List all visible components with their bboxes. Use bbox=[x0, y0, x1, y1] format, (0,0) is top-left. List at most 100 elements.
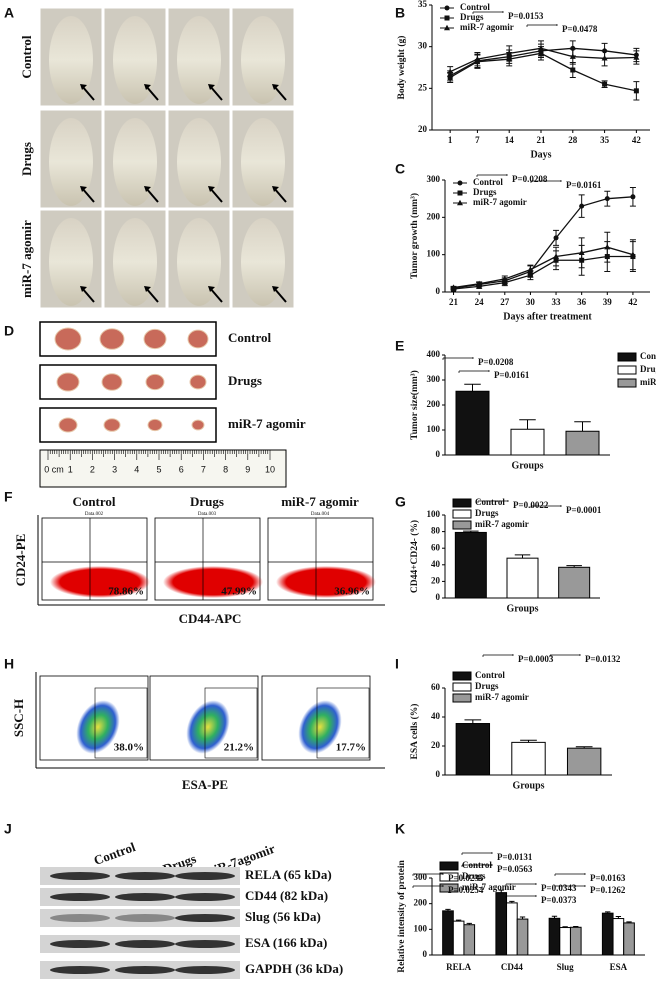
panel-letter: G bbox=[395, 494, 406, 510]
bar bbox=[452, 920, 465, 956]
arrow bbox=[209, 85, 223, 101]
x-tick-label: 33 bbox=[552, 297, 562, 307]
bracket bbox=[476, 174, 508, 177]
ruler-label: 1 bbox=[68, 464, 73, 474]
mouse-body bbox=[113, 118, 157, 206]
x-tick-label: 1 bbox=[448, 135, 453, 145]
row-label: Drugs bbox=[19, 142, 34, 176]
marker bbox=[579, 203, 585, 209]
p-value: P=0.0001 bbox=[566, 505, 602, 515]
blot-band bbox=[175, 966, 235, 974]
bracket bbox=[412, 873, 444, 876]
column-title: miR-7 agomir bbox=[281, 494, 359, 509]
p-value: P=0.0208 bbox=[512, 174, 548, 184]
error-bar bbox=[514, 554, 531, 559]
p-value: P=0.0235 bbox=[448, 873, 484, 883]
row-label: miR-7 agomir bbox=[228, 416, 306, 431]
arrow-head bbox=[144, 186, 151, 192]
mouse-body bbox=[241, 16, 285, 104]
marker bbox=[447, 68, 454, 74]
y-tick-label: 0 bbox=[436, 449, 441, 459]
arrow-head bbox=[272, 84, 279, 90]
tumor bbox=[191, 419, 205, 431]
mouse-body bbox=[177, 16, 221, 104]
y-tick-label: 100 bbox=[427, 509, 441, 519]
x-tick-label: 27 bbox=[500, 297, 510, 307]
row-label: Control bbox=[228, 330, 271, 345]
mouse-body bbox=[241, 218, 285, 306]
bracket bbox=[530, 180, 562, 183]
tumor bbox=[103, 418, 121, 432]
legend-swatch bbox=[452, 498, 472, 508]
y-tick-label: 40 bbox=[431, 559, 441, 569]
bracket bbox=[477, 500, 509, 503]
x-label: Groups bbox=[511, 460, 543, 471]
p-value: P=0.0343 bbox=[541, 883, 577, 893]
y-label: Tumor size(mm³) bbox=[409, 370, 420, 440]
ruler-label: 3 bbox=[112, 464, 117, 474]
marker bbox=[630, 194, 636, 200]
percentage: 21.2% bbox=[224, 742, 254, 754]
arrow bbox=[145, 85, 159, 101]
x-tick-label: 7 bbox=[475, 135, 480, 145]
y-label: CD24-PE bbox=[13, 534, 28, 587]
legend-label: miR-7 agomir bbox=[473, 197, 527, 207]
legend-swatch bbox=[452, 671, 472, 681]
legend-label: Drugs bbox=[462, 871, 486, 881]
bar bbox=[463, 924, 476, 956]
marker bbox=[602, 81, 608, 87]
legend-label: Drugs bbox=[475, 508, 499, 518]
row-label: miR-7 agomir bbox=[19, 220, 34, 298]
bar bbox=[506, 557, 539, 599]
arrow bbox=[209, 187, 223, 203]
blot-band bbox=[50, 893, 110, 901]
legend-label: miR-7 agomir bbox=[640, 377, 656, 387]
mouse-body bbox=[49, 118, 93, 206]
row-label: RELA (65 kDa) bbox=[245, 867, 332, 882]
ruler-label: 0 cm bbox=[44, 464, 64, 474]
bracket bbox=[412, 885, 444, 888]
legend-swatch bbox=[617, 378, 637, 388]
bar bbox=[442, 910, 454, 956]
y-tick-label: 400 bbox=[427, 349, 441, 359]
marker bbox=[501, 275, 508, 282]
marker bbox=[450, 284, 457, 290]
marker bbox=[569, 53, 576, 59]
p-value: P=0.0022 bbox=[513, 500, 549, 510]
panel-letter: C bbox=[395, 161, 405, 177]
panel-letter: B bbox=[395, 5, 405, 21]
bar bbox=[506, 902, 518, 956]
ruler-label: 8 bbox=[223, 464, 228, 474]
row-label: GAPDH (36 kDa) bbox=[245, 961, 343, 976]
x-tick-label: 36 bbox=[577, 297, 587, 307]
y-tick-label: 100 bbox=[427, 249, 441, 259]
bracket bbox=[549, 654, 581, 657]
x-tick-label: ESA bbox=[610, 962, 628, 972]
legend-label: Control bbox=[475, 497, 505, 507]
tumor bbox=[58, 417, 78, 433]
p-value: P=0.0478 bbox=[562, 24, 598, 34]
ruler-label: 6 bbox=[179, 464, 184, 474]
panel-letter: H bbox=[4, 656, 14, 672]
x-tick-label: 21 bbox=[537, 135, 547, 145]
marker bbox=[629, 251, 636, 257]
panel-letter: E bbox=[395, 338, 404, 354]
arrow-head bbox=[80, 186, 87, 192]
legend-label: miR-7 agomir bbox=[462, 882, 516, 892]
y-tick-label: 300 bbox=[414, 872, 428, 882]
bracket bbox=[526, 24, 558, 27]
arrow-head bbox=[80, 286, 87, 292]
y-tick-label: 0 bbox=[436, 286, 441, 296]
x-label: Days after treatment bbox=[503, 311, 592, 322]
legend-swatch bbox=[439, 872, 459, 882]
ruler-label: 5 bbox=[156, 464, 161, 474]
arrow-head bbox=[208, 286, 215, 292]
row-label: ESA (166 kDa) bbox=[245, 935, 327, 950]
legend-label: Drugs bbox=[640, 364, 656, 374]
row-label: CD44 (82 kDa) bbox=[245, 888, 328, 903]
x-tick-label: RELA bbox=[446, 962, 472, 972]
legend-label: Drugs bbox=[460, 12, 484, 22]
marker bbox=[578, 249, 585, 255]
bracket bbox=[472, 11, 504, 14]
p-value: P=0.0132 bbox=[585, 654, 621, 664]
